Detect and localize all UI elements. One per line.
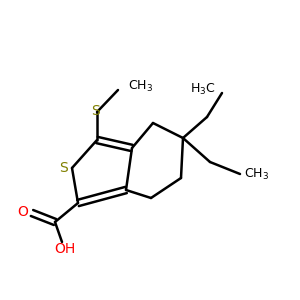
Text: CH$_3$: CH$_3$	[128, 78, 153, 94]
Text: O: O	[18, 205, 28, 219]
Text: CH$_3$: CH$_3$	[244, 167, 269, 182]
Text: S: S	[58, 161, 68, 175]
Text: OH: OH	[54, 242, 76, 256]
Text: S: S	[92, 104, 100, 118]
Text: H$_3$C: H$_3$C	[190, 81, 216, 97]
